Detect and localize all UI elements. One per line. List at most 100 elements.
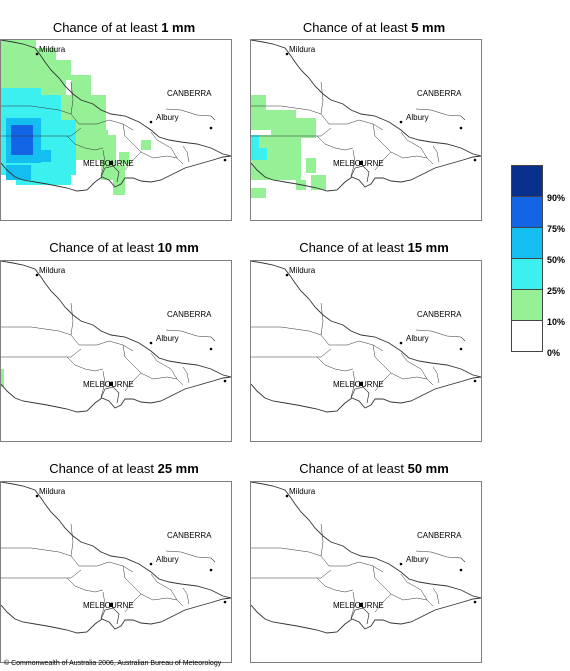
state-border [1, 261, 231, 378]
panel-amount: 1 mm [161, 20, 196, 35]
district-border [390, 593, 428, 601]
district-border [66, 577, 104, 593]
district-border [400, 131, 434, 165]
district-border [374, 593, 392, 613]
district-border [316, 577, 354, 593]
map-10mm: Mildura CANBERRA Albury MELBOURNE [0, 260, 232, 442]
city-label-melbourne: MELBOURNE [333, 380, 384, 389]
canberra-marker [459, 126, 463, 130]
district-border [182, 366, 190, 384]
panel-amount: 5 mm [411, 20, 446, 35]
legend-label-50: 50% [547, 255, 566, 265]
city-label-melbourne: MELBOURNE [83, 601, 134, 610]
district-border [374, 372, 392, 392]
canberra-marker [209, 347, 213, 351]
panel-amount: 50 mm [407, 461, 449, 476]
district-border [70, 523, 134, 573]
district-border [415, 550, 466, 563]
panel-amount: 10 mm [157, 240, 199, 255]
district-border [66, 356, 104, 372]
panel-amount: 25 mm [157, 461, 199, 476]
bay-outline [100, 165, 120, 183]
legend-swatch [512, 228, 542, 259]
coastline [251, 376, 481, 413]
district-border [415, 108, 466, 121]
district-border [432, 366, 440, 384]
map-50mm: Mildura CANBERRA Albury MELBOURNE [250, 481, 482, 663]
map-15mm: Mildura CANBERRA Albury MELBOURNE [250, 260, 482, 442]
district-border [140, 593, 178, 601]
district-border [100, 370, 106, 398]
state-border [1, 40, 231, 157]
probability-cell [251, 135, 259, 160]
district-border [124, 151, 142, 171]
district-border [150, 573, 184, 607]
albury-marker [399, 341, 403, 345]
probability-cell [61, 135, 76, 175]
cape-marker [223, 158, 227, 162]
canberra-marker [209, 568, 213, 572]
cape-marker [473, 600, 477, 604]
melbourne-marker [359, 161, 363, 165]
district-border [390, 151, 428, 159]
district-border [100, 149, 106, 177]
state-border [1, 482, 231, 599]
cape-marker [473, 158, 477, 162]
district-border [320, 302, 384, 352]
district-border [165, 550, 216, 563]
district-border [320, 81, 384, 131]
district-border [1, 127, 82, 137]
probability-cell [11, 125, 33, 155]
panel-title-5mm: Chance of at least 5 mm [302, 20, 446, 35]
cape-marker [223, 600, 227, 604]
district-border [390, 372, 428, 380]
state-border [251, 482, 481, 599]
mildura-marker [285, 52, 289, 56]
district-border [320, 523, 384, 573]
city-label-canberra: CANBERRA [417, 531, 462, 540]
district-border [316, 135, 354, 151]
city-label-albury: Albury [156, 334, 179, 343]
panel-title-15mm: Chance of at least 15 mm [299, 240, 449, 255]
probability-cell [251, 188, 266, 198]
district-border [350, 149, 356, 177]
albury-marker [399, 562, 403, 566]
probability-cell [311, 175, 326, 190]
coastline [251, 597, 481, 634]
district-border [251, 326, 322, 336]
probability-cell [36, 48, 56, 68]
copyright-footer: © Commonwealth of Australia 2006, Austra… [4, 660, 222, 667]
coastline [1, 155, 231, 192]
district-border [350, 591, 356, 619]
probability-cell [1, 88, 41, 123]
probability-cell [71, 75, 91, 100]
city-label-albury: Albury [156, 113, 179, 122]
albury-marker [149, 341, 153, 345]
district-border [182, 145, 190, 163]
bay-outline [350, 386, 370, 404]
city-label-canberra: CANBERRA [417, 310, 462, 319]
map-5mm: Mildura CANBERRA Albury MELBOURNE [250, 39, 482, 221]
probability-cell [91, 100, 106, 125]
district-border [124, 372, 142, 392]
probability-cell [6, 165, 31, 180]
melbourne-marker [109, 382, 113, 386]
district-border [122, 344, 142, 374]
district-border [1, 569, 82, 579]
district-border [251, 348, 332, 358]
district-border [432, 587, 440, 605]
city-label-canberra: CANBERRA [417, 89, 462, 98]
city-label-canberra: CANBERRA [167, 531, 212, 540]
district-border [350, 370, 356, 398]
melbourne-marker [109, 603, 113, 607]
mildura-marker [285, 494, 289, 498]
map-outline: Mildura CANBERRA Albury MELBOURNE [1, 482, 231, 634]
city-label-mildura: Mildura [289, 45, 316, 54]
cape-marker [473, 379, 477, 383]
albury-marker [149, 562, 153, 566]
city-label-mildura: Mildura [39, 266, 66, 275]
probability-cell [141, 140, 151, 150]
legend-label-90: 90% [547, 193, 566, 203]
state-border [251, 261, 481, 378]
bay-outline [350, 165, 370, 183]
